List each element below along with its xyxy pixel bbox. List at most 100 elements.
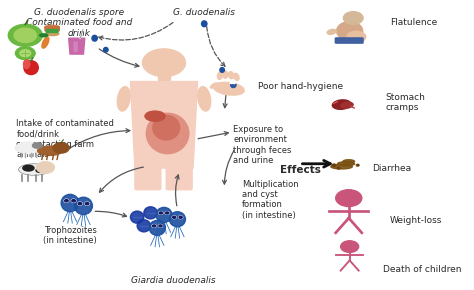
Circle shape: [159, 225, 162, 227]
Ellipse shape: [42, 37, 49, 48]
Circle shape: [336, 190, 362, 206]
FancyBboxPatch shape: [166, 165, 192, 190]
Circle shape: [337, 167, 340, 169]
Circle shape: [78, 202, 82, 205]
Ellipse shape: [72, 199, 76, 202]
Ellipse shape: [24, 60, 30, 68]
FancyBboxPatch shape: [158, 64, 170, 80]
Text: Stomach
cramps: Stomach cramps: [385, 93, 425, 113]
Text: G. duodenalis: G. duodenalis: [173, 8, 235, 17]
Ellipse shape: [92, 35, 97, 41]
Ellipse shape: [18, 164, 50, 175]
Ellipse shape: [153, 115, 180, 140]
Circle shape: [332, 164, 336, 166]
Ellipse shape: [201, 21, 207, 27]
Ellipse shape: [231, 82, 236, 88]
Ellipse shape: [223, 71, 228, 78]
Ellipse shape: [228, 72, 234, 79]
Ellipse shape: [61, 194, 79, 212]
Circle shape: [14, 28, 36, 43]
Text: Flatulence: Flatulence: [390, 18, 437, 27]
Ellipse shape: [332, 100, 351, 109]
Text: Giardia duodenalis: Giardia duodenalis: [131, 276, 215, 285]
Ellipse shape: [158, 224, 163, 227]
Ellipse shape: [179, 216, 182, 219]
Ellipse shape: [15, 142, 40, 153]
Circle shape: [72, 200, 75, 202]
Circle shape: [53, 143, 69, 153]
Ellipse shape: [337, 162, 355, 166]
Ellipse shape: [165, 212, 169, 214]
Ellipse shape: [331, 164, 352, 169]
Text: Intake of contaminated
food/drink
or contacting farm
animals: Intake of contaminated food/drink or con…: [16, 119, 114, 159]
Ellipse shape: [156, 207, 172, 222]
Ellipse shape: [145, 111, 165, 121]
Circle shape: [16, 47, 35, 59]
Ellipse shape: [78, 202, 82, 205]
Text: Trophozoites
(in intestine): Trophozoites (in intestine): [43, 226, 97, 245]
Circle shape: [356, 164, 359, 166]
Text: Exposure to
environment
through feces
and urine: Exposure to environment through feces an…: [233, 125, 292, 165]
Ellipse shape: [234, 73, 239, 80]
Circle shape: [173, 216, 176, 218]
Circle shape: [18, 142, 36, 154]
Circle shape: [233, 82, 236, 84]
Circle shape: [20, 50, 31, 57]
Circle shape: [36, 162, 55, 173]
Text: Multiplication
and cyst
formation
(in intestine): Multiplication and cyst formation (in in…: [242, 180, 299, 220]
Ellipse shape: [40, 34, 48, 37]
Polygon shape: [130, 81, 198, 168]
Ellipse shape: [149, 220, 165, 235]
Text: Diarrhea: Diarrhea: [372, 164, 411, 173]
Circle shape: [64, 200, 68, 202]
Ellipse shape: [137, 220, 151, 232]
Ellipse shape: [104, 48, 108, 52]
Ellipse shape: [64, 199, 69, 202]
Ellipse shape: [220, 68, 224, 72]
Ellipse shape: [337, 22, 363, 40]
Ellipse shape: [327, 29, 337, 34]
Ellipse shape: [117, 87, 130, 111]
Circle shape: [230, 82, 233, 84]
Ellipse shape: [85, 202, 89, 205]
Ellipse shape: [130, 211, 144, 223]
Ellipse shape: [343, 160, 355, 163]
Ellipse shape: [45, 25, 59, 30]
Ellipse shape: [37, 146, 62, 155]
Text: Effects: Effects: [280, 165, 321, 175]
Circle shape: [143, 49, 185, 77]
Ellipse shape: [341, 102, 353, 108]
Circle shape: [341, 241, 359, 252]
Ellipse shape: [347, 31, 366, 42]
Circle shape: [9, 24, 42, 46]
Ellipse shape: [146, 113, 189, 154]
Ellipse shape: [172, 216, 176, 219]
Ellipse shape: [23, 165, 34, 171]
FancyBboxPatch shape: [45, 26, 59, 31]
Text: Weight-loss: Weight-loss: [390, 216, 442, 225]
Ellipse shape: [198, 87, 211, 111]
Circle shape: [165, 212, 169, 214]
Ellipse shape: [144, 207, 157, 219]
Ellipse shape: [24, 61, 38, 75]
Circle shape: [179, 216, 182, 218]
Text: Death of children: Death of children: [383, 265, 462, 274]
FancyBboxPatch shape: [335, 38, 363, 43]
Text: G. duodenalis spore
Contaminated food and
drink: G. duodenalis spore Contaminated food an…: [26, 8, 132, 38]
Circle shape: [343, 12, 363, 24]
Ellipse shape: [214, 82, 244, 95]
Ellipse shape: [46, 32, 59, 36]
Ellipse shape: [210, 83, 218, 88]
Ellipse shape: [32, 143, 42, 148]
Circle shape: [159, 212, 163, 214]
Ellipse shape: [159, 212, 163, 214]
Circle shape: [85, 202, 89, 205]
Text: Poor hand-hygiene: Poor hand-hygiene: [258, 81, 343, 90]
Ellipse shape: [74, 197, 92, 215]
FancyBboxPatch shape: [74, 42, 77, 52]
Polygon shape: [69, 38, 85, 54]
Ellipse shape: [36, 168, 44, 173]
Ellipse shape: [152, 224, 156, 227]
FancyBboxPatch shape: [46, 30, 58, 32]
Circle shape: [153, 225, 155, 227]
